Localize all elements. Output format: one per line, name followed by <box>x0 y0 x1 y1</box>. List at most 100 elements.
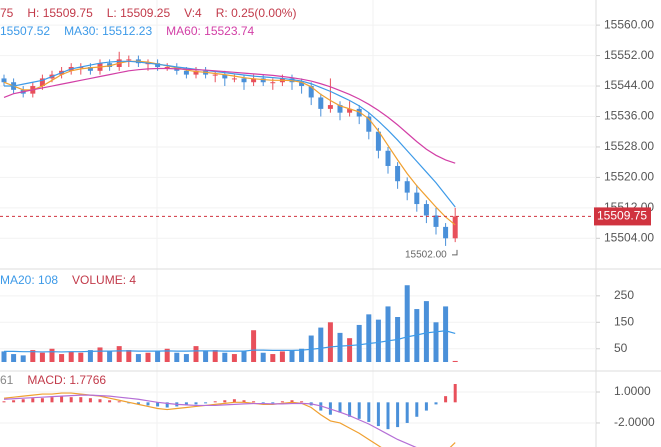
macd-bar <box>12 400 16 403</box>
volume-bar <box>347 338 353 362</box>
candle-body <box>183 70 189 75</box>
volume-bar <box>97 347 103 362</box>
volume-bar <box>49 348 55 362</box>
macd-bar <box>21 399 25 403</box>
candle-body <box>212 74 218 76</box>
candle-body <box>222 74 228 79</box>
volume-bar <box>404 285 410 362</box>
candle-body <box>337 105 343 113</box>
macd-bar <box>40 398 44 403</box>
low-label: 15502.00 <box>405 250 447 261</box>
indicator-line <box>4 60 456 208</box>
macd-bar <box>232 399 236 403</box>
macd-bar <box>108 400 112 403</box>
candle-body <box>366 116 372 132</box>
candle-body <box>126 59 132 61</box>
candle-body <box>443 226 449 239</box>
candle-body <box>404 181 410 193</box>
volume-bar <box>126 350 132 362</box>
volume-bar <box>20 355 26 362</box>
macd-bar <box>156 402 160 407</box>
volume-bar <box>433 322 439 362</box>
volume-bar <box>155 351 161 362</box>
macd-bar <box>405 402 409 423</box>
macd-bar <box>31 398 35 403</box>
candle-body <box>347 108 353 113</box>
volume-bar <box>356 324 362 362</box>
candle-body <box>433 215 439 227</box>
y-tick-label: 15520.00 <box>604 170 654 184</box>
volume-bar <box>183 354 189 362</box>
macd-bar <box>434 402 438 405</box>
volume-bar <box>337 332 343 362</box>
y-tick-label: -2.0000 <box>614 415 655 429</box>
candle-body <box>241 78 247 83</box>
candle-body <box>327 105 333 109</box>
volume-bar <box>289 350 295 362</box>
volume-bar <box>443 306 449 362</box>
volume-bar <box>212 350 218 362</box>
volume-bar <box>299 348 305 362</box>
volume-bar <box>78 352 84 362</box>
macd-bar <box>252 401 256 403</box>
candle-body <box>39 78 45 87</box>
volume-bar <box>251 330 257 362</box>
macd-bar <box>204 402 208 404</box>
macd-bar <box>386 402 390 430</box>
volume-bar <box>279 351 285 362</box>
panel <box>0 384 596 447</box>
y-tick-label: 15560.00 <box>604 17 654 31</box>
y-tick-label: 15536.00 <box>604 109 654 123</box>
legend-text: H: 15509.75 <box>27 6 93 20</box>
macd-bar <box>424 402 428 411</box>
last-price-box <box>594 207 651 226</box>
macd-bar <box>146 402 150 406</box>
volume-bar <box>11 354 17 362</box>
legend-text: 61 <box>0 373 14 387</box>
candle-body <box>452 216 458 239</box>
volume-bar <box>87 350 93 362</box>
macd-bar <box>98 399 102 403</box>
legend-text: V:4 <box>184 6 202 20</box>
volume-bar <box>1 351 7 362</box>
macd-bar <box>2 401 6 403</box>
candle-body <box>231 78 237 80</box>
macd-bar <box>88 398 92 403</box>
candle-body <box>164 67 170 68</box>
volume-bar <box>164 348 170 362</box>
panel <box>0 24 596 246</box>
macd-bar <box>69 397 73 403</box>
legend-text: MACD: 1.7766 <box>27 373 106 387</box>
panel <box>0 285 596 362</box>
candle-body <box>395 165 401 182</box>
legend-text: 75 <box>0 6 14 20</box>
volume-bar <box>452 360 458 362</box>
legend-text: MA30: 15512.23 <box>64 24 152 38</box>
volume-bar <box>241 351 247 362</box>
legend-text: VOLUME: 4 <box>72 273 136 287</box>
volume-bar <box>366 314 372 362</box>
candle-body <box>251 78 257 83</box>
y-tick-label: 15528.00 <box>604 139 654 153</box>
legend-text: L: 15509.25 <box>107 6 171 20</box>
y-tick-label: 250 <box>614 288 634 302</box>
candle-body <box>260 78 266 83</box>
volume-bar <box>116 346 122 362</box>
volume-bar <box>174 352 180 362</box>
volume-bar <box>30 350 36 362</box>
macd-bar <box>367 402 371 422</box>
y-tick-label: 15552.00 <box>604 48 654 62</box>
volume-bar <box>222 352 228 362</box>
candle-body <box>299 82 305 87</box>
y-tick-label: 1.0000 <box>614 384 651 398</box>
y-tick-label: 150 <box>614 314 634 328</box>
candle-body <box>107 63 113 67</box>
y-tick-label: 50 <box>614 341 628 355</box>
candle-body <box>308 86 314 98</box>
volume-bar <box>375 319 381 362</box>
macd-bar <box>300 401 304 403</box>
candle-body <box>318 97 324 109</box>
macd-bar <box>453 384 457 403</box>
macd-bar <box>213 401 217 403</box>
